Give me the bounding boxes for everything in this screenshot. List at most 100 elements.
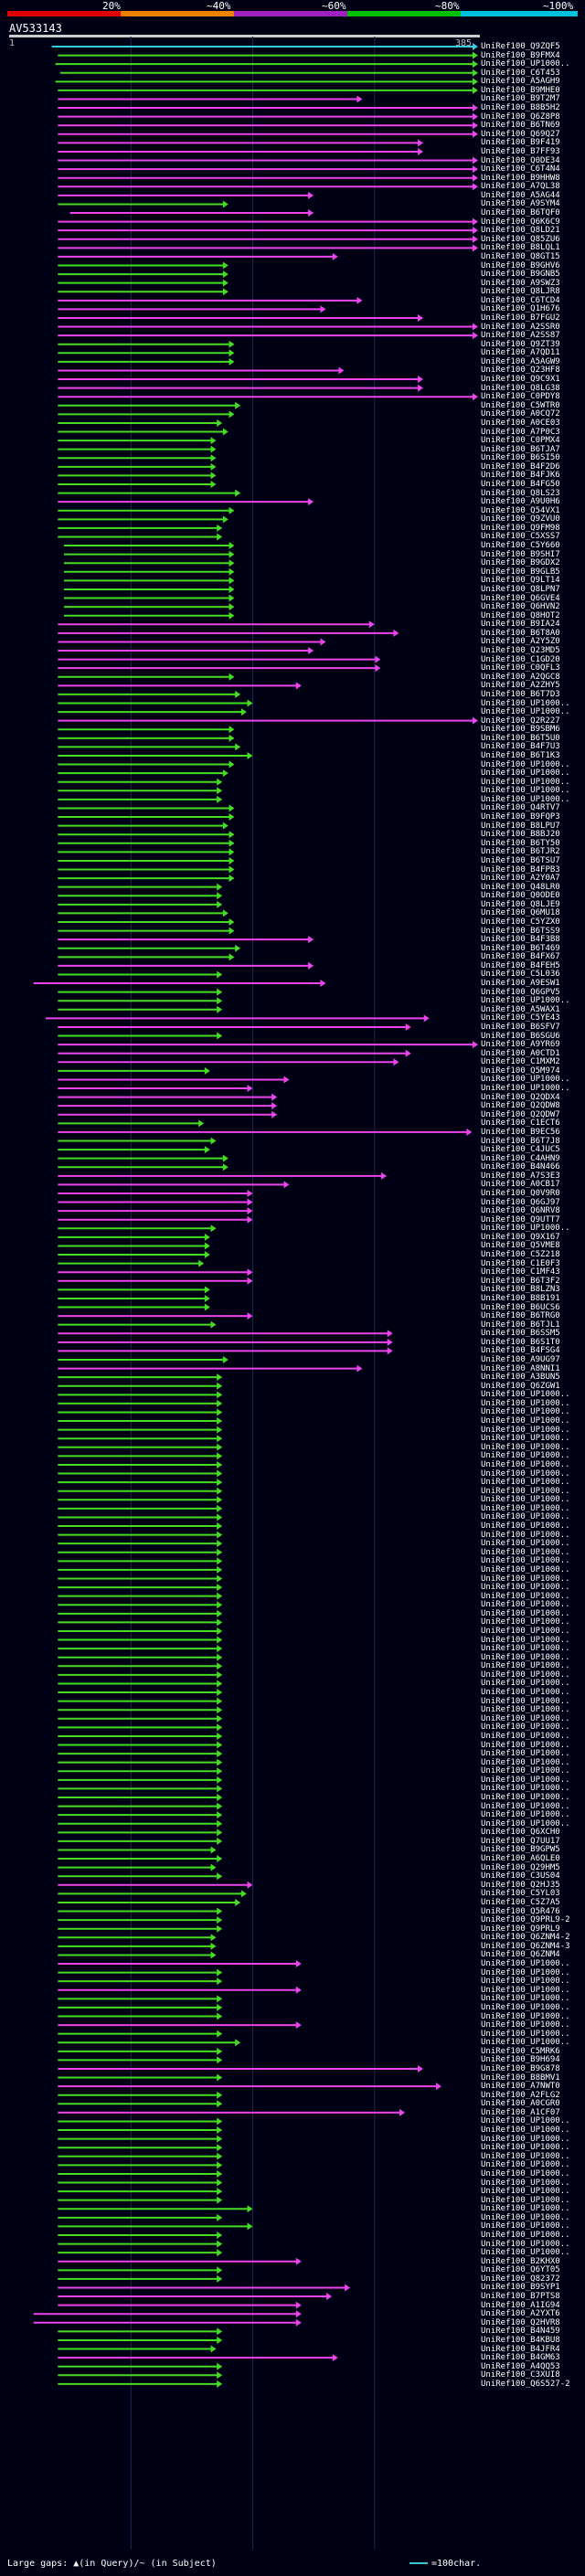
hit-label[interactable]: UniRef100_UP1000.. xyxy=(481,794,570,804)
hit-label[interactable]: UniRef100_Q23MD5 xyxy=(481,646,560,656)
hit-label[interactable]: UniRef100_UP1000.. xyxy=(481,2168,570,2178)
hit-label[interactable]: UniRef100_UP1000.. xyxy=(481,1495,570,1505)
hit-label[interactable]: UniRef100_Q2HJ35 xyxy=(481,1880,560,1890)
hit-label[interactable]: UniRef100_C5YL03 xyxy=(481,1889,560,1899)
hit-label[interactable]: UniRef100_A8NNI1 xyxy=(481,1363,560,1373)
hit-label[interactable]: UniRef100_UP1000.. xyxy=(481,1818,570,1829)
hit-label[interactable]: UniRef100_Q0DE34 xyxy=(481,155,560,165)
hit-label[interactable]: UniRef100_B6TQF0 xyxy=(481,208,560,218)
hit-label[interactable]: UniRef100_UP1000.. xyxy=(481,1644,570,1654)
hit-label[interactable]: UniRef100_B9GLB5 xyxy=(481,567,560,577)
hit-label[interactable]: UniRef100_UP1000.. xyxy=(481,1617,570,1627)
hit-label[interactable]: UniRef100_UP1000.. xyxy=(481,1959,570,1969)
hit-label[interactable]: UniRef100_UP1000.. xyxy=(481,1731,570,1741)
hit-label[interactable]: UniRef100_B4FPB3 xyxy=(481,864,560,875)
hit-label[interactable]: UniRef100_Q6MU18 xyxy=(481,908,560,918)
hit-label[interactable]: UniRef100_A0CGR0 xyxy=(481,2099,560,2109)
hit-label[interactable]: UniRef100_B4N466 xyxy=(481,1162,560,1172)
hit-label[interactable]: UniRef100_A1IG94 xyxy=(481,2300,560,2310)
hit-label[interactable]: UniRef100_B9T2M7 xyxy=(481,94,560,104)
hit-label[interactable]: UniRef100_A5AG44 xyxy=(481,190,560,200)
hit-label[interactable]: UniRef100_Q6ZNM4-3 xyxy=(481,1941,570,1951)
hit-label[interactable]: UniRef100_UP1000.. xyxy=(481,1670,570,1680)
hit-label[interactable]: UniRef100_A2FLG2 xyxy=(481,2090,560,2100)
hit-label[interactable]: UniRef100_UP1000.. xyxy=(481,2038,570,2048)
hit-label[interactable]: UniRef100_B8LQL1 xyxy=(481,243,560,253)
hit-label[interactable]: UniRef100_UP1000.. xyxy=(481,1530,570,1540)
hit-label[interactable]: UniRef100_B6UCS6 xyxy=(481,1302,560,1312)
hit-label[interactable]: UniRef100_B4FX67 xyxy=(481,952,560,962)
hit-label[interactable]: UniRef100_Q0V9R0 xyxy=(481,1188,560,1198)
hit-label[interactable]: UniRef100_C5Y660 xyxy=(481,541,560,551)
hit-label[interactable]: UniRef100_UP1000.. xyxy=(481,2002,570,2012)
hit-label[interactable]: UniRef100_UP1000.. xyxy=(481,786,570,796)
hit-label[interactable]: UniRef100_Q6K6C9 xyxy=(481,217,560,227)
hit-label[interactable]: UniRef100_UP1000.. xyxy=(481,1994,570,2004)
hit-label[interactable]: UniRef100_B6T469 xyxy=(481,943,560,953)
hit-label[interactable]: UniRef100_C4JUC5 xyxy=(481,1145,560,1155)
hit-label[interactable]: UniRef100_Q29HM5 xyxy=(481,1862,560,1872)
hit-label[interactable]: UniRef100_B4FEH5 xyxy=(481,960,560,970)
hit-label[interactable]: UniRef100_A9U0H6 xyxy=(481,497,560,507)
hit-label[interactable]: UniRef100_UP1000.. xyxy=(481,759,570,769)
hit-label[interactable]: UniRef100_Q6HVN2 xyxy=(481,602,560,612)
hit-label[interactable]: UniRef100_UP1000.. xyxy=(481,1486,570,1496)
hit-label[interactable]: UniRef100_Q9PRL9 xyxy=(481,1924,560,1934)
hit-label[interactable]: UniRef100_B4F3B8 xyxy=(481,935,560,945)
hit-label[interactable]: UniRef100_B4F7U3 xyxy=(481,742,560,752)
hit-label[interactable]: UniRef100_Q5M974 xyxy=(481,1065,560,1076)
hit-label[interactable]: UniRef100_C1MF43 xyxy=(481,1267,560,1277)
hit-label[interactable]: UniRef100_B6SSM5 xyxy=(481,1329,560,1339)
hit-label[interactable]: UniRef100_C5L036 xyxy=(481,970,560,980)
hit-label[interactable]: UniRef100_UP1000.. xyxy=(481,1503,570,1513)
hit-label[interactable]: UniRef100_A0CE03 xyxy=(481,418,560,428)
hit-label[interactable]: UniRef100_A0CB17 xyxy=(481,1180,560,1190)
hit-label[interactable]: UniRef100_Q6ZNM4 xyxy=(481,1950,560,1960)
hit-label[interactable]: UniRef100_A2Y5Z0 xyxy=(481,637,560,647)
hit-label[interactable]: UniRef100_UP1000.. xyxy=(481,1564,570,1574)
hit-label[interactable]: UniRef100_B7FGU2 xyxy=(481,313,560,323)
hit-label[interactable]: UniRef100_C5Z7A5 xyxy=(481,1897,560,1907)
hit-label[interactable]: UniRef100_UP1000.. xyxy=(481,1434,570,1444)
hit-label[interactable]: UniRef100_A2Y0A7 xyxy=(481,874,560,884)
hit-label[interactable]: UniRef100_UP1000.. xyxy=(481,1679,570,1689)
hit-label[interactable]: UniRef100_B4JFR4 xyxy=(481,2344,560,2354)
hit-label[interactable]: UniRef100_UP1000.. xyxy=(481,1539,570,1549)
hit-label[interactable]: UniRef100_Q69Q27 xyxy=(481,129,560,139)
hit-label[interactable]: UniRef100_B4FSG4 xyxy=(481,1346,560,1356)
hit-label[interactable]: UniRef100_B9F419 xyxy=(481,138,560,148)
hit-label[interactable]: UniRef100_B9IA24 xyxy=(481,620,560,630)
hit-label[interactable]: UniRef100_UP1000.. xyxy=(481,1478,570,1488)
hit-label[interactable]: UniRef100_C1ECT6 xyxy=(481,1118,560,1129)
hit-label[interactable]: UniRef100_B9SBM6 xyxy=(481,725,560,735)
hit-label[interactable]: UniRef100_UP1000.. xyxy=(481,1075,570,1085)
hit-label[interactable]: UniRef100_Q2QDX4 xyxy=(481,1092,560,1102)
hit-label[interactable]: UniRef100_B9FQP3 xyxy=(481,812,560,822)
hit-label[interactable]: UniRef100_Q6GJ97 xyxy=(481,1197,560,1207)
hit-label[interactable]: UniRef100_A2QGC8 xyxy=(481,672,560,682)
hit-label[interactable]: UniRef100_UP1000.. xyxy=(481,1661,570,1671)
hit-label[interactable]: UniRef100_C0PDY8 xyxy=(481,392,560,402)
hit-label[interactable]: UniRef100_Q8LJE9 xyxy=(481,899,560,909)
hit-label[interactable]: UniRef100_B8BJ20 xyxy=(481,830,560,840)
hit-label[interactable]: UniRef100_UP1000.. xyxy=(481,1810,570,1820)
hit-label[interactable]: UniRef100_UP1000.. xyxy=(481,2178,570,2188)
hit-label[interactable]: UniRef100_Q6GPV5 xyxy=(481,987,560,997)
hit-label[interactable]: UniRef100_B6T1K3 xyxy=(481,750,560,760)
hit-label[interactable]: UniRef100_B8B191 xyxy=(481,1293,560,1303)
hit-label[interactable]: UniRef100_Q9LT14 xyxy=(481,576,560,586)
hit-label[interactable]: UniRef100_UP1000.. xyxy=(481,1713,570,1723)
hit-label[interactable]: UniRef100_UP1000.. xyxy=(481,1793,570,1802)
hit-label[interactable]: UniRef100_UP1000.. xyxy=(481,1967,570,1977)
hit-label[interactable]: UniRef100_Q8GT15 xyxy=(481,251,560,261)
hit-label[interactable]: UniRef100_UP1000.. xyxy=(481,1784,570,1794)
hit-label[interactable]: UniRef100_B6SFV7 xyxy=(481,1022,560,1032)
hit-label[interactable]: UniRef100_Q8HOT2 xyxy=(481,610,560,620)
hit-label[interactable]: UniRef100_UP1000.. xyxy=(481,2239,570,2249)
hit-label[interactable]: UniRef100_UP1000.. xyxy=(481,1547,570,1557)
hit-label[interactable]: UniRef100_B8LZN3 xyxy=(481,1285,560,1295)
hit-label[interactable]: UniRef100_UP1000.. xyxy=(481,2151,570,2161)
hit-label[interactable]: UniRef100_Q8LPN7 xyxy=(481,584,560,594)
hit-label[interactable]: UniRef100_Q54VX1 xyxy=(481,505,560,515)
hit-label[interactable]: UniRef100_B4FG50 xyxy=(481,480,560,489)
